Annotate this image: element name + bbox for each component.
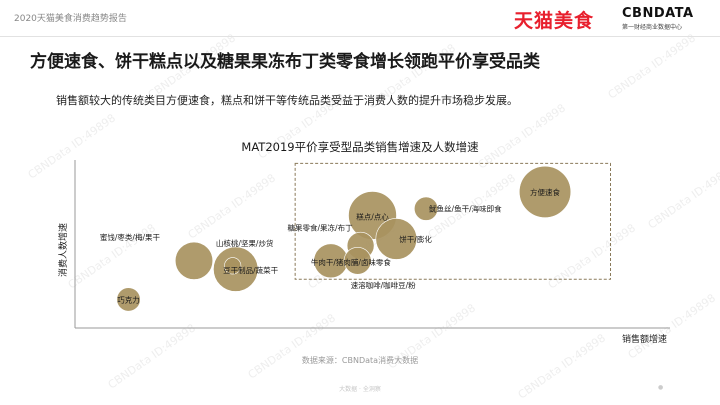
- bubble-label: 速溶咖啡/咖啡豆/粉: [351, 280, 417, 290]
- bubble-label: 蜜饯/枣类/梅/果干: [100, 232, 161, 242]
- y-axis-label: 消费人数增速: [57, 223, 69, 277]
- bubble-label: 牛肉干/猪肉脯/卤味零食: [311, 257, 392, 267]
- slide-title: 方便速食、饼干糕点以及糖果果冻布丁类零食增长领跑平价享受品类: [30, 52, 540, 72]
- bubble-label: 鱿鱼丝/鱼干/海味即食: [429, 204, 502, 214]
- bubble-label: 巧克力: [117, 294, 140, 304]
- bubble-point: [224, 257, 242, 275]
- tmall-food-logo: 天猫美食: [514, 10, 595, 32]
- bubble-layer: [116, 165, 572, 312]
- cbndata-logo-text: CBNDATA: [622, 6, 694, 21]
- bubble-point: [413, 196, 439, 221]
- bubble-point: [174, 241, 214, 280]
- chart-axes: [74, 160, 670, 329]
- header-divider: [0, 36, 720, 37]
- highlight-region-layer: [294, 162, 611, 280]
- bubble-label: 山核桃/坚果/炒货: [216, 238, 274, 248]
- slide-subtitle: 销售额较大的传统类目方便速食，糕点和饼干等传统品类受益于消费人数的提升市场稳步发…: [56, 94, 518, 107]
- cbndata-logo: CBNDATA 第一财经商业数据中心: [622, 6, 712, 31]
- highlight-region-box: [294, 162, 611, 280]
- report-label: 2020天猫美食消费趋势报告: [14, 14, 127, 24]
- data-source-note: 数据来源：CBNData消费大数据: [301, 356, 419, 365]
- bubble-point: [518, 165, 572, 218]
- footer-tagline: 大数据 · 全洞察: [339, 386, 381, 393]
- bubble-label: 豆干制品/蔬菜干: [223, 265, 279, 275]
- cbndata-logo-subtitle: 第一财经商业数据中心: [622, 24, 683, 31]
- bubble-point: [343, 246, 372, 275]
- page-marker: ●: [658, 384, 664, 391]
- chart-title: MAT2019平价享受型品类销售增速及人数增速: [241, 140, 479, 154]
- bubble-label: 饼干/膨化: [399, 234, 432, 244]
- bubble-label: 方便速食: [530, 187, 560, 197]
- bubble-label: 糕点/点心: [356, 211, 389, 221]
- bubble-point: [116, 287, 141, 312]
- bubble-point: [375, 218, 418, 260]
- x-axis-label: 销售额增速: [622, 333, 667, 345]
- bubble-label: 糖果零食/果冻/布丁: [288, 223, 354, 233]
